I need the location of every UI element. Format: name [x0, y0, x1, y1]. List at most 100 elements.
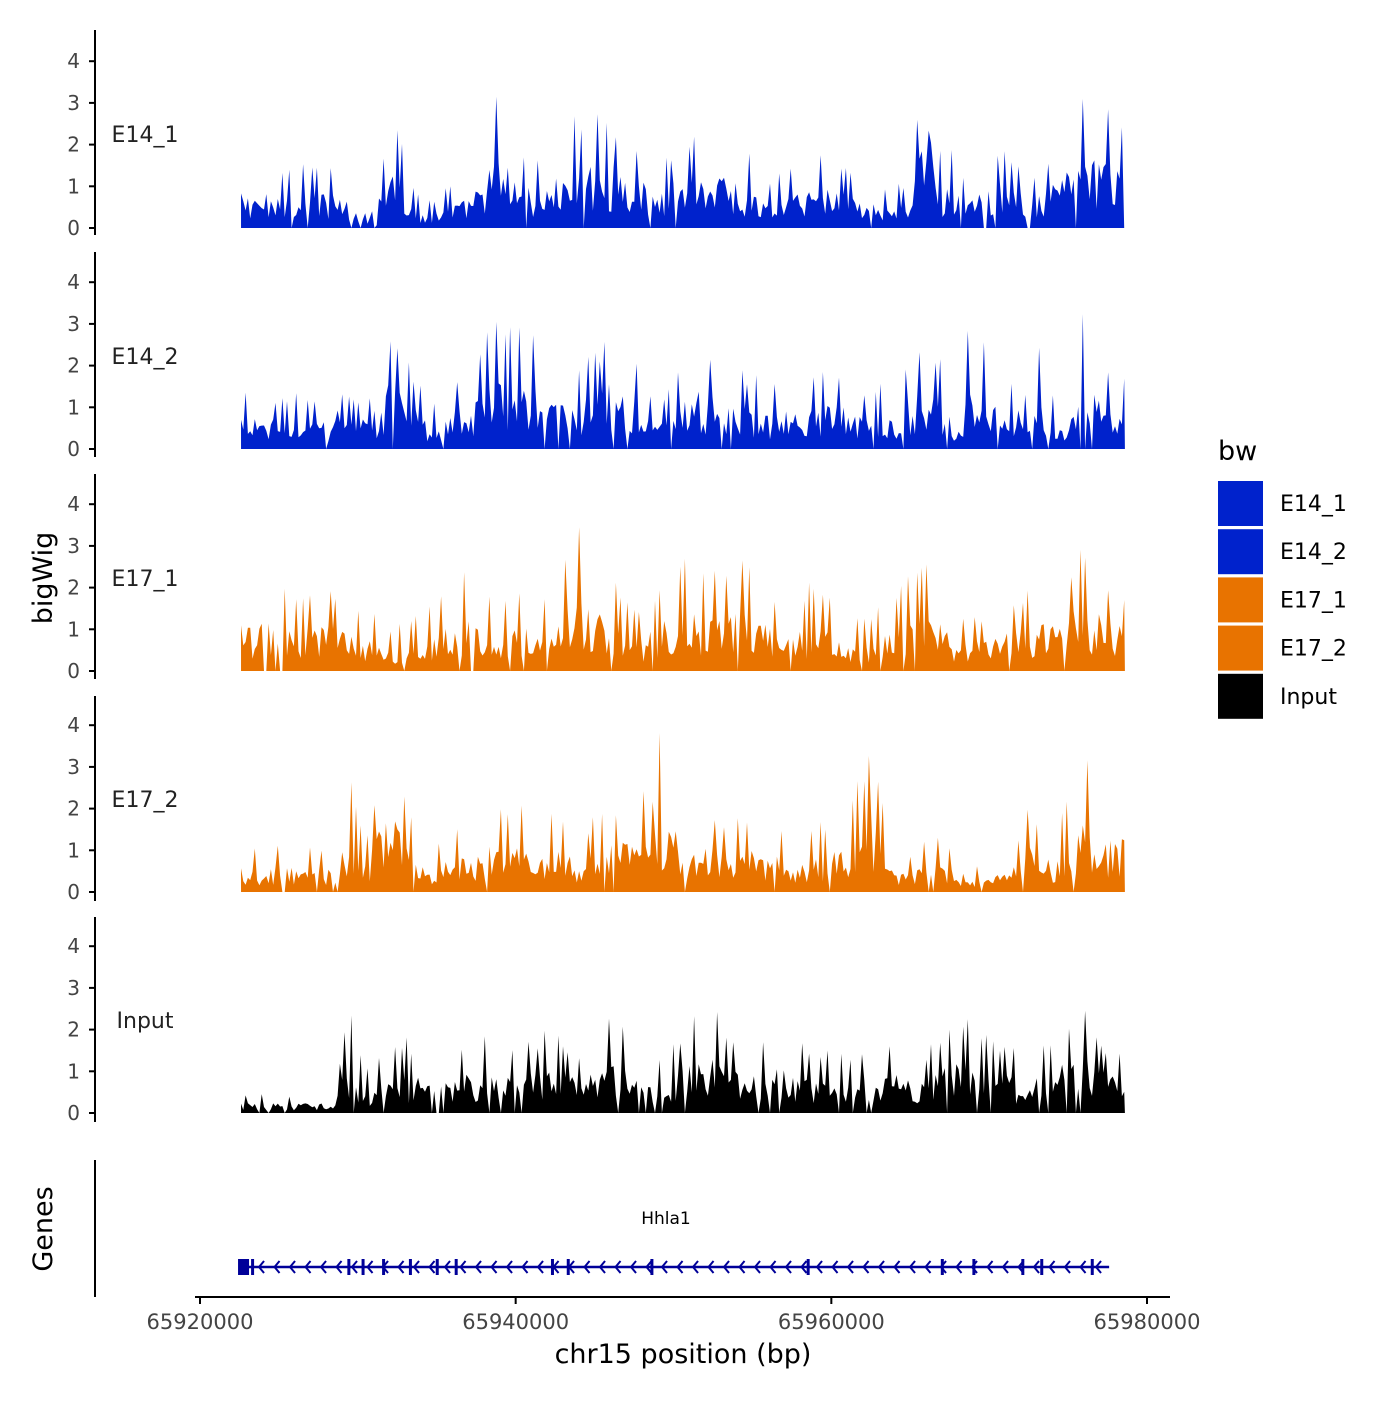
- strand-arrow: [738, 1260, 746, 1274]
- strand-arrow: [800, 1260, 808, 1274]
- y-tick-label: 4: [67, 934, 80, 958]
- gene-model-hhla1: [238, 1259, 1110, 1275]
- gene-exon: [347, 1259, 351, 1275]
- strand-arrow: [893, 1260, 901, 1274]
- track-e14-2: 0 1 2 3 4 E14_2: [67, 252, 1125, 461]
- strand-arrow: [505, 1260, 513, 1274]
- strand-arrow: [1001, 1260, 1009, 1274]
- y-tick-label: 2: [67, 133, 80, 157]
- y-axis-title: bigWig: [28, 532, 59, 625]
- y-tick-label: 4: [67, 49, 80, 73]
- y-tick-label: 4: [67, 270, 80, 294]
- legend-swatch: [1218, 673, 1263, 719]
- y-tick-label: 1: [67, 395, 80, 419]
- strand-arrow: [288, 1260, 296, 1274]
- legend-label: E14_1: [1280, 492, 1347, 517]
- gene-exon: [238, 1259, 250, 1275]
- strand-arrow: [273, 1260, 281, 1274]
- track-label-e14-2: E14_2: [112, 345, 179, 370]
- y-tick-label: 3: [67, 755, 80, 779]
- track-label-e17-1: E17_1: [112, 567, 179, 592]
- strand-arrow: [1048, 1260, 1056, 1274]
- y-tick-label: 3: [67, 91, 80, 115]
- strand-arrow: [319, 1260, 327, 1274]
- strand-arrow: [350, 1260, 358, 1274]
- y-tick-label: 1: [67, 1059, 80, 1083]
- y-tick-label: 1: [67, 174, 80, 198]
- legend-title: bw: [1218, 436, 1257, 467]
- strand-arrow: [583, 1260, 591, 1274]
- strand-arrow: [366, 1260, 374, 1274]
- gene-exon: [1040, 1259, 1044, 1275]
- strand-arrow: [986, 1260, 994, 1274]
- series-area-e17-1: [241, 527, 1125, 671]
- strand-arrow: [908, 1260, 916, 1274]
- y-tick-label: 2: [67, 797, 80, 821]
- track-y-ticks: 0 1 2 3 4: [67, 270, 95, 461]
- legend-label: Input: [1280, 685, 1337, 710]
- series-area-input: [241, 1010, 1125, 1113]
- x-tick-label: 65960000: [778, 1310, 885, 1334]
- strand-arrow: [412, 1260, 420, 1274]
- legend-label: E17_1: [1280, 588, 1347, 613]
- strand-arrow: [707, 1260, 715, 1274]
- strand-arrow: [397, 1260, 405, 1274]
- strand-arrow: [645, 1260, 653, 1274]
- strand-arrow: [722, 1260, 730, 1274]
- gene-exon: [454, 1259, 458, 1275]
- strand-arrow: [676, 1260, 684, 1274]
- gene-exon: [408, 1259, 412, 1275]
- track-y-ticks: 0 1 2 3 4: [67, 713, 95, 904]
- legend-swatch: [1218, 481, 1263, 526]
- track-e17-2: 0 1 2 3 4 E17_2: [67, 696, 1125, 904]
- y-tick-label: 4: [67, 492, 80, 516]
- strand-arrow: [1063, 1260, 1071, 1274]
- y-tick-label: 3: [67, 312, 80, 336]
- strand-arrow: [784, 1260, 792, 1274]
- y-tick-label: 2: [67, 354, 80, 378]
- strand-arrow: [862, 1260, 870, 1274]
- gene-exon: [1021, 1259, 1025, 1275]
- track-y-ticks: 0 1 2 3 4: [67, 49, 95, 240]
- gene-exon: [1090, 1259, 1094, 1275]
- x-axis-title: chr15 position (bp): [555, 1339, 812, 1370]
- y-tick-label: 0: [67, 437, 80, 461]
- strand-arrow: [924, 1260, 932, 1274]
- strand-arrow: [815, 1260, 823, 1274]
- strand-arrow: [877, 1260, 885, 1274]
- y-tick-label: 2: [67, 1018, 80, 1042]
- y-tick-label: 0: [67, 880, 80, 904]
- x-tick-label: 65920000: [147, 1310, 254, 1334]
- legend-label: E14_2: [1280, 540, 1347, 565]
- strand-arrow: [1079, 1260, 1087, 1274]
- strand-arrow: [459, 1260, 467, 1274]
- series-area-e14-2: [241, 314, 1125, 449]
- strand-arrow: [521, 1260, 529, 1274]
- gene-exon: [972, 1259, 976, 1275]
- gene-label-hhla1: Hhla1: [641, 1209, 691, 1229]
- gene-exon: [806, 1259, 810, 1275]
- gene-exon: [251, 1259, 255, 1275]
- gene-exon: [940, 1259, 944, 1275]
- track-y-ticks: 0 1 2 3 4: [67, 934, 95, 1125]
- strand-arrow: [660, 1260, 668, 1274]
- track-label-e17-2: E17_2: [112, 788, 179, 813]
- legend-items: E14_1 E14_2 E17_1 E17_2 Input: [1218, 481, 1347, 719]
- y-tick-label: 0: [67, 1101, 80, 1125]
- y-tick-label: 1: [67, 838, 80, 862]
- series-area-e14-1: [241, 96, 1125, 228]
- gene-exon: [382, 1259, 386, 1275]
- strand-arrow: [769, 1260, 777, 1274]
- track-label-e14-1: E14_1: [112, 123, 179, 148]
- x-tick-label: 65980000: [1094, 1310, 1201, 1334]
- strand-arrow: [614, 1260, 622, 1274]
- strand-arrow: [955, 1260, 963, 1274]
- strand-arrow: [629, 1260, 637, 1274]
- gene-exon: [550, 1259, 554, 1275]
- legend-swatch: [1218, 577, 1263, 623]
- y-tick-label: 1: [67, 617, 80, 641]
- legend-swatch: [1218, 529, 1263, 575]
